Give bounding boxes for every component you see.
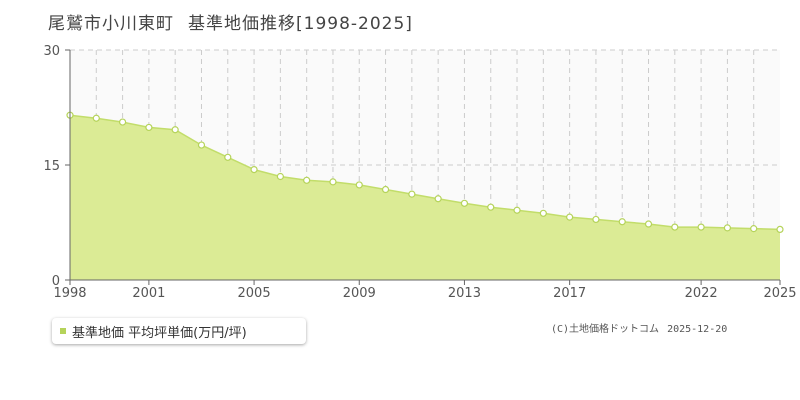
data-point bbox=[303, 176, 311, 184]
data-point bbox=[592, 215, 600, 224]
x-tick-label: 2022 bbox=[685, 286, 718, 301]
data-point bbox=[381, 185, 390, 194]
data-point bbox=[750, 225, 758, 233]
credit-source: (C)土地価格ドットコム bbox=[551, 324, 660, 335]
data-point bbox=[408, 190, 416, 198]
data-point bbox=[434, 195, 442, 203]
x-tick-label: 2009 bbox=[343, 286, 376, 301]
data-point bbox=[566, 213, 574, 221]
data-point bbox=[250, 166, 258, 174]
data-point bbox=[329, 178, 337, 186]
data-point bbox=[539, 209, 547, 217]
title-place: 尾鷲市小川東町 bbox=[48, 14, 174, 34]
page-title: 尾鷲市小川東町 基準地価推移[1998-2025] bbox=[48, 9, 413, 34]
data-point bbox=[723, 224, 732, 232]
data-point bbox=[697, 223, 705, 231]
data-point bbox=[487, 203, 495, 211]
x-tick-label: 2013 bbox=[448, 286, 481, 301]
y-tick-label: 0 bbox=[52, 274, 60, 289]
data-point bbox=[776, 225, 784, 233]
y-tick-label: 30 bbox=[43, 44, 60, 59]
data-point bbox=[118, 118, 127, 126]
credit: (C)土地価格ドットコム 2025-12-20 bbox=[551, 320, 727, 335]
x-tick-label: 2025 bbox=[763, 286, 796, 301]
x-tick-label: 2017 bbox=[553, 286, 586, 301]
legend-label: 基準地価 平均坪単価(万円/坪) bbox=[72, 325, 247, 341]
data-point bbox=[145, 123, 153, 132]
data-point bbox=[460, 199, 469, 207]
x-tick-label: 1998 bbox=[53, 286, 86, 301]
data-point bbox=[355, 181, 363, 189]
title-label: 基準地価推移[1998-2025] bbox=[188, 14, 413, 34]
data-point bbox=[92, 114, 100, 122]
legend: 基準地価 平均坪単価(万円/坪) bbox=[52, 318, 306, 344]
data-point bbox=[671, 223, 679, 231]
data-point bbox=[276, 172, 284, 181]
y-tick-label: 15 bbox=[43, 159, 60, 174]
credit-date: 2025-12-20 bbox=[667, 324, 728, 335]
x-tick-label: 2005 bbox=[238, 286, 271, 301]
series-area bbox=[70, 115, 780, 280]
data-point bbox=[618, 218, 626, 226]
data-point bbox=[224, 153, 232, 161]
data-point bbox=[644, 220, 653, 228]
data-point bbox=[197, 141, 206, 149]
data-point bbox=[513, 206, 521, 214]
series-line bbox=[69, 114, 781, 231]
data-point bbox=[171, 126, 179, 134]
x-tick-label: 2001 bbox=[132, 286, 165, 301]
legend-swatch bbox=[60, 328, 66, 334]
